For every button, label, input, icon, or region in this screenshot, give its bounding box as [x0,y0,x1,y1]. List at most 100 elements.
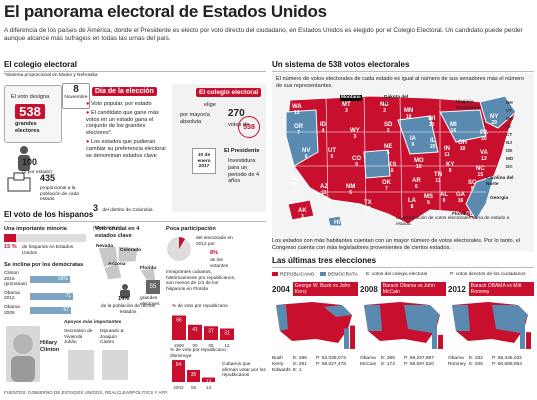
inclina-list: Clinton 2016 (primarias) 66% Obama 2012 … [4,271,90,316]
crucial-title: Voto crucial en 4 estados clave [95,226,140,239]
bar-value: 66 [176,317,182,323]
voter-box: El voto designa 538 grandes electores [4,85,62,143]
state-ev: 29 [491,120,497,126]
bar [187,370,200,382]
state-label: NE 5 [384,144,392,156]
colegio-title-badge: El colegio electoral [196,88,262,97]
candidate-name: Edwards [272,368,291,373]
legend-dem-swatch [319,272,326,276]
state-ev: 20 [430,144,436,150]
state-abbr: OH [458,140,467,146]
candidate-name: Bush [272,356,283,361]
state-ev: 4 [335,226,339,232]
state-label: MS 6 [424,194,433,206]
state-ev: 8 [410,204,414,210]
state-ev: 3 [386,128,390,134]
divider [272,267,534,268]
state-abbr: IL [430,138,436,144]
state-ev: 11 [321,190,327,196]
divider [272,71,534,72]
race-results: Bush E: 286 P: 62,039,073 Kerry E: 251 P: 59,… [272,356,358,374]
elige-label: elige [204,102,216,108]
bar-value: 35 [191,372,197,378]
sistema-bottom-text: Los estados con más habitantes cuentan c… [272,238,521,251]
state-label: NM 5 [346,184,355,196]
col-pv-label: P: votos directos de los ciudadanos [450,272,526,277]
state-abbr: HI [334,220,340,226]
bar-value: 31 [224,330,230,336]
bar-year: 06 [208,343,214,348]
state-labels: WA 12 MT 3 ND 3 MN 10 WI 10 MI 16 NY 29 OR 7 ID 4 WY 3 SD 3 IA… [280,92,520,232]
state-label: MN 10 [404,108,413,120]
legend-rep-label: REPUBLICANO [280,272,315,278]
state-abbr: MS [424,194,433,200]
east-state-label: NJ [506,140,512,145]
race-card: 2004 George W. Bush vs John Kerry Bush E: 2… [272,282,358,386]
race-map [452,302,531,349]
crucial-55: 55 [146,280,160,294]
east-state-label: RI [506,124,511,129]
crucial-pct: 14% [118,296,130,302]
state-abbr: AK [298,208,307,214]
state-ev: 4 [321,128,325,134]
state-ev: 13 [481,156,487,162]
castro-photo [68,350,94,380]
candidate-ev: E: 206 [469,362,483,367]
race-result-row: Edwards E: 1 [272,368,358,374]
inclina-row: Clinton 2016 (primarias) 66% [4,271,90,288]
state-ev: 6 [390,168,394,174]
minoria-title: Una importante minoría [4,226,67,232]
sistema-text: El número de votos electorales de cada e… [276,76,525,89]
state-abbr: WY [350,128,360,134]
divider [4,71,266,72]
state-arizona: Arizona [108,262,126,267]
person-icon [14,145,34,173]
state-ev: 38 [365,206,371,212]
castro-photo-2 [102,350,128,380]
state-abbr: MT [342,102,351,108]
state-label: VA 13 [480,150,488,162]
state-abbr: CA [290,176,299,182]
state-label: WA 12 [292,104,302,116]
state-colorado: Colorado [120,248,142,253]
state-ev: 7 [297,130,300,136]
candidate-ev: E: 332 [469,356,483,361]
inclina-row: Obama 2012 71 [4,291,90,302]
state-label: TX 38 [364,200,372,212]
investidura-text: Investidura para un periodo de 4 años [228,158,260,185]
state-abbr: WA [292,104,302,110]
jan-date: 10 de enero 2017 [197,153,211,170]
state-abbr: KS [388,162,397,168]
bar-year: 2002 [173,385,184,390]
candidate-pv: P: 65,446,032 [492,356,522,361]
person-icon [113,284,137,298]
callout-montana: Montana [340,95,362,101]
bar [172,360,185,382]
n435-block: 435 proporcional a la población de cada … [40,168,90,203]
east-state-label: CT [506,132,513,137]
colegio-panel [172,84,266,212]
state-abbr: PA [480,130,488,136]
callout-carolina: Carolina del Norte [486,176,514,187]
races-container: 2004 George W. Bush vs John Kerry Bush E: 2… [272,282,534,386]
bar [188,324,202,340]
votes-270: 270 [228,108,245,119]
race-card: 2008 Barack Obama vs John McCain Obama E: 3… [360,282,446,386]
n3-block: 3 del distrito de Columbia (Washington) [93,198,163,234]
state-label: WI 10 [428,116,435,128]
race-year: 2012 [448,284,466,294]
cuba-label: Cubanos que afirman votar por los republ… [222,362,266,379]
race-matchup: Barack OBAMA vs Mitt Romney [468,282,534,296]
state-ev: 3 [382,108,386,114]
state-label: CO 9 [352,156,361,168]
east-state-label: DC [506,164,513,169]
inclina-title: Se inclina por los demócratas [4,262,84,268]
candidate-name: Obama [360,356,376,361]
state-ev: 11 [444,152,450,158]
race-result-row: Bush E: 286 P: 62,039,073 [272,356,358,362]
east-state-label: MD [506,156,514,161]
state-label: OR 7 [294,124,303,136]
state-abbr: TN [434,172,442,178]
bar-value: 41 [192,327,198,333]
state-label: AK 3 [298,208,307,220]
